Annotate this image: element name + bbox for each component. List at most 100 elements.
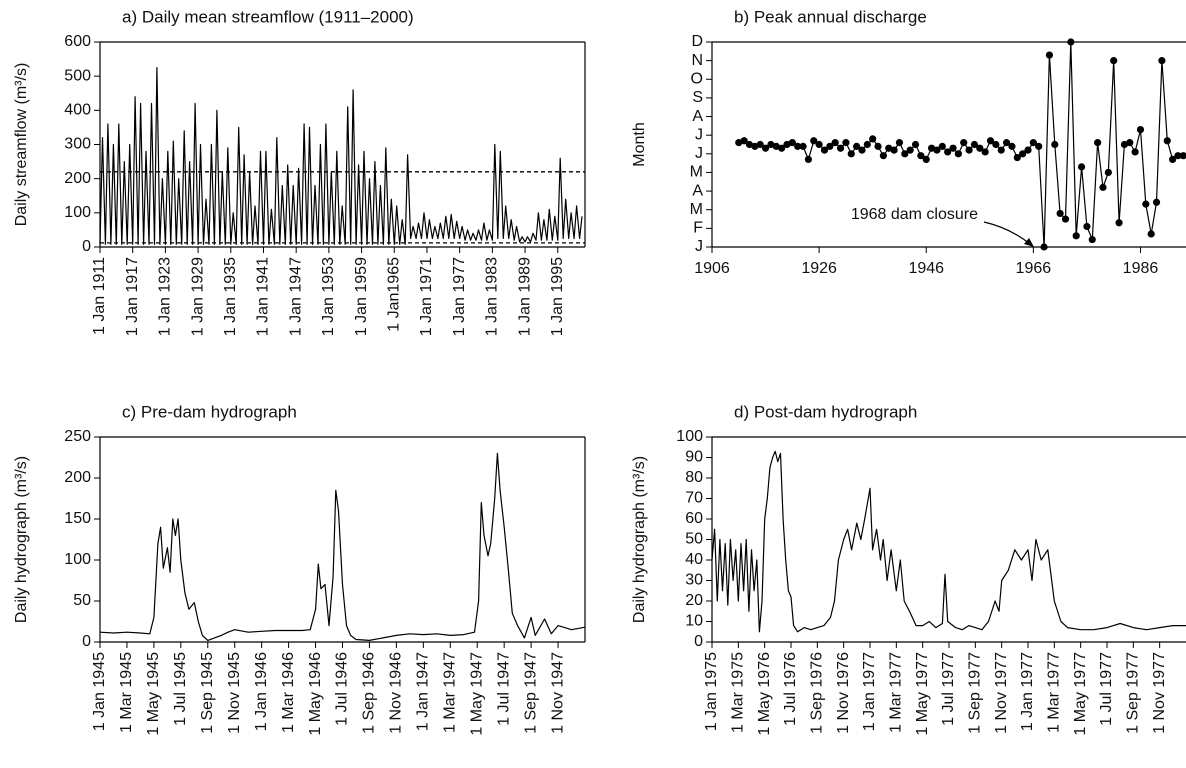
x-tick-label: 1 Jul 1946 — [334, 652, 351, 726]
x-tick-label: 1 Mar 1946 — [280, 652, 297, 733]
x-tick-label: 1 Jan 1953 — [320, 257, 337, 336]
annotation: 1968 dam closure — [851, 206, 978, 223]
data-point — [869, 135, 877, 143]
x-tick-label: 1 Jan 1911 — [91, 257, 108, 335]
y-tick-label: 90 — [685, 449, 703, 466]
data-point — [1169, 155, 1177, 164]
data-point — [1083, 222, 1091, 231]
data-point — [1115, 219, 1123, 227]
x-tick-label: 1 May 1946 — [307, 652, 324, 736]
data-point — [799, 142, 807, 150]
data-point — [879, 152, 887, 160]
data-point — [992, 140, 1000, 149]
data-point — [863, 140, 871, 149]
y-tick-label: J — [695, 126, 703, 143]
data-point — [981, 148, 989, 156]
x-tick-label: 1 Jan 1941 — [255, 257, 272, 336]
data-point — [1142, 200, 1150, 208]
data-point — [853, 142, 861, 150]
y-tick-label: 50 — [73, 592, 91, 609]
data-point — [815, 140, 823, 149]
x-tick-label: 1 Jan 1947 — [287, 257, 304, 336]
x-tick-label: 1 Jan 1945 — [91, 652, 108, 731]
x-tick-label: 1 May 1947 — [468, 652, 485, 736]
data-point — [1067, 38, 1075, 46]
x-tick-label: 1966 — [1016, 260, 1052, 277]
x-tick-label: 1 Jan 1995 — [549, 257, 566, 336]
data-point — [1035, 142, 1043, 150]
y-tick-label: O — [691, 70, 703, 87]
y-tick-label: 150 — [64, 510, 91, 527]
data-point — [1056, 209, 1064, 218]
data-point — [1131, 148, 1139, 156]
x-tick-label: 1 Jul 1945 — [172, 652, 189, 726]
data-point — [1126, 139, 1134, 147]
panel-title: b) Peak annual discharge — [734, 7, 927, 26]
data-point — [944, 148, 952, 156]
data-point — [965, 146, 973, 154]
data-point — [1088, 235, 1096, 244]
x-tick-label: 1 Jan 1947 — [415, 652, 432, 731]
data-point — [976, 144, 984, 152]
data-point — [1099, 183, 1107, 191]
data-point — [1158, 57, 1166, 65]
x-tick-label: 1 Jan 1989 — [516, 257, 533, 336]
data-point — [911, 140, 920, 149]
data-point — [901, 150, 909, 158]
x-tick-label: 1 Sep 1977 — [1125, 652, 1142, 734]
x-tick-label: 1 Jan 1975 — [703, 652, 720, 731]
data-point — [1013, 153, 1021, 162]
annotation-arrow — [983, 221, 1031, 245]
x-tick-label: 1 Nov 1976 — [835, 652, 852, 734]
x-tick-label: 1 Mar 1977 — [888, 652, 905, 733]
annotation-arrowhead — [1024, 238, 1034, 247]
data-point — [1029, 139, 1037, 147]
x-tick-label: 1 Jan1965 — [385, 257, 402, 332]
data-point — [954, 150, 962, 158]
y-tick-label: 100 — [676, 428, 703, 445]
data-point — [842, 139, 850, 147]
data-point — [997, 146, 1005, 154]
panel-title: c) Pre-dam hydrograph — [122, 402, 297, 421]
data-point — [1072, 232, 1080, 240]
x-tick-label: 1 Jul 1977 — [1098, 652, 1115, 726]
x-tick-label: 1926 — [801, 260, 837, 277]
data-point — [756, 140, 764, 149]
y-tick-label: 30 — [685, 572, 703, 589]
y-axis-label: Daily hydrograph (m³/s) — [631, 456, 648, 623]
data-point — [820, 146, 829, 154]
y-tick-label: 20 — [685, 592, 703, 609]
data-point — [922, 155, 930, 164]
x-tick-label: 1 Jan 1929 — [189, 257, 206, 336]
y-tick-label: 100 — [64, 204, 91, 221]
data-point — [1045, 51, 1054, 59]
data-point — [1077, 163, 1086, 171]
data-point — [778, 144, 786, 152]
data-point — [1051, 140, 1059, 149]
x-tick-label: 1 Jan 1983 — [484, 257, 501, 336]
x-tick-label: 1 Nov 1977 — [993, 652, 1010, 734]
x-tick-label: 1 Nov 1946 — [388, 652, 405, 734]
x-tick-label: 1 Mar 1975 — [730, 652, 747, 733]
x-tick-label: 1 May 1977 — [914, 652, 931, 736]
y-tick-label: 200 — [64, 170, 91, 187]
x-tick-label: 1946 — [908, 260, 944, 277]
data-line — [99, 452, 586, 641]
x-tick-label: 1 Jan 1971 — [418, 257, 435, 336]
data-point — [895, 139, 904, 147]
data-point — [831, 139, 839, 147]
x-tick-label: 1 Jan 1977 — [1019, 652, 1036, 731]
y-tick-label: 0 — [694, 633, 703, 650]
x-tick-label: 1 Mar 1977 — [1046, 652, 1063, 733]
data-point — [847, 150, 855, 158]
data-point — [788, 139, 796, 147]
y-axis-label: Daily streamflow (m³/s) — [13, 63, 30, 227]
data-point — [1008, 142, 1016, 150]
y-tick-label: 50 — [685, 531, 703, 548]
x-tick-label: 1 Jan 1977 — [861, 652, 878, 731]
data-point — [826, 142, 834, 150]
data-point — [933, 146, 941, 154]
y-tick-label: M — [690, 164, 703, 181]
data-point — [970, 140, 979, 149]
